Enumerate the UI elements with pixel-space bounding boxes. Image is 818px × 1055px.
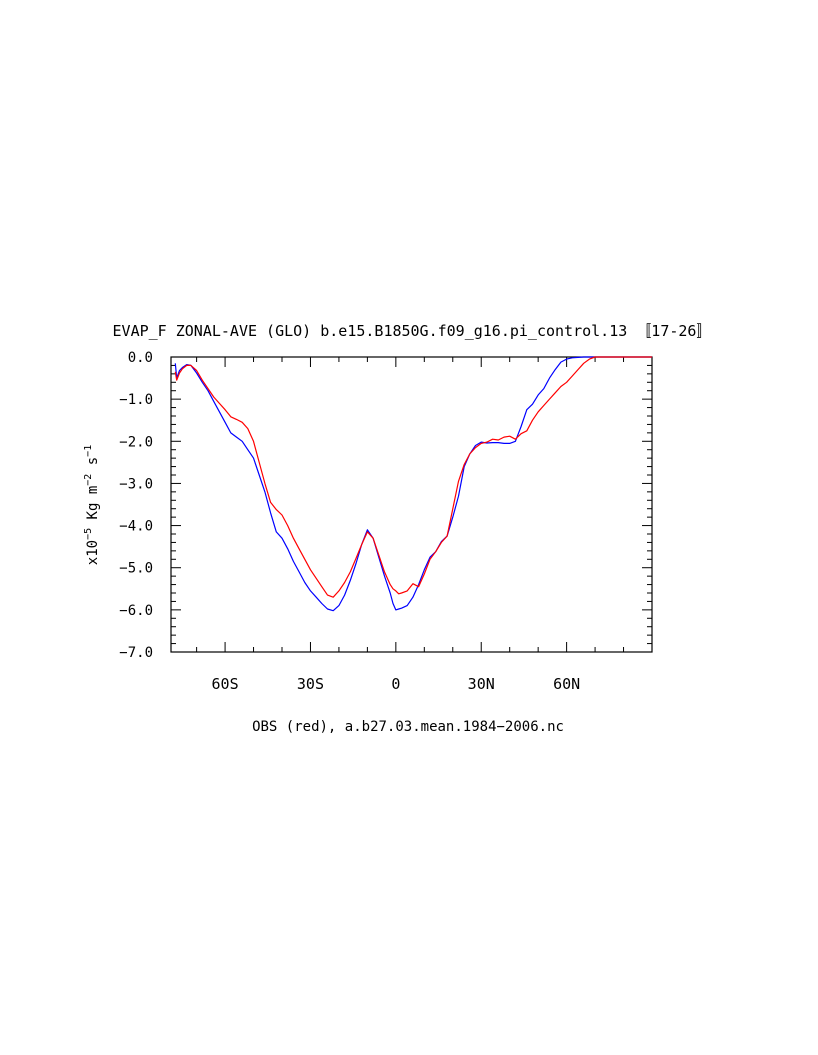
y-axis-label-mid2: s (85, 457, 101, 474)
series-line-model (174, 356, 652, 612)
y-tick-label: −3.0 (119, 476, 153, 492)
y-axis-label-prefix: x10 (85, 540, 101, 565)
x-tick-label: 60N (553, 675, 580, 693)
plot-frame (170, 356, 653, 653)
x-tick-label: 30S (297, 675, 324, 693)
y-tick-label: −2.0 (119, 434, 153, 450)
x-tick-label: 0 (391, 675, 400, 693)
y-tick-label: −4.0 (119, 519, 153, 535)
x-tick-label: 60S (212, 675, 239, 693)
y-axis-label-exp3: −1 (83, 445, 94, 457)
y-axis-label-exp1: −5 (83, 528, 94, 540)
chart-footnote: OBS (red), a.b27.03.mean.1984−2006.nc (252, 719, 564, 735)
y-tick-label: 0.0 (128, 350, 153, 366)
x-axis-ticks: 60S 30S 0 30N 60N (196, 357, 653, 693)
x-tick-label: 30N (468, 675, 495, 693)
y-axis-label-mid: Kg m (85, 486, 101, 528)
y-tick-label: −1.0 (119, 392, 153, 408)
y-tick-label: −6.0 (119, 603, 153, 619)
y-axis-label: x10−5 Kg m−2 s−1 (83, 445, 101, 565)
y-tick-label: −7.0 (119, 645, 153, 661)
y-axis-ticks: 0.0 −1.0 −2.0 −3.0 −4.0 −5.0 −6.0 −7.0 (119, 350, 652, 661)
y-axis-label-exp2: −2 (83, 474, 94, 486)
series-layer (174, 356, 652, 612)
series-line-obs (174, 356, 652, 598)
y-tick-label: −5.0 (119, 561, 153, 577)
chart-title: EVAP_F ZONAL-AVE (GLO) b.e15.B1850G.f09_… (113, 322, 712, 340)
